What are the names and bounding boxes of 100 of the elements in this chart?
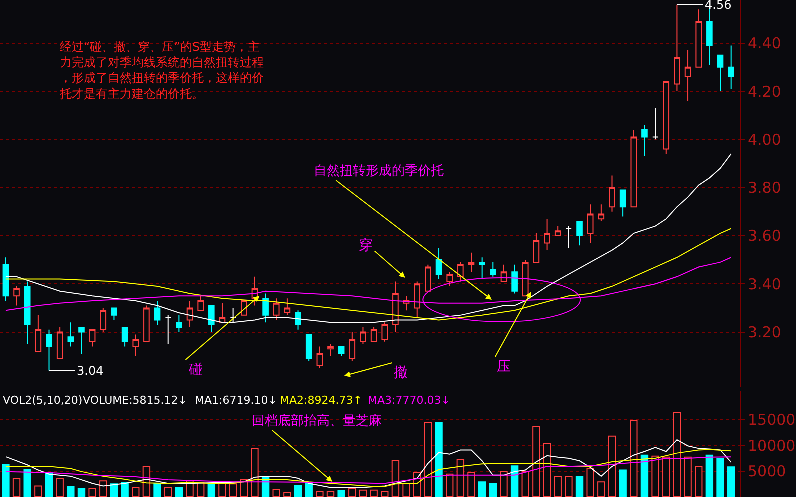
candlestick xyxy=(674,4,680,92)
bar xyxy=(338,490,346,497)
candlestick xyxy=(598,204,605,222)
y-tick-label: 4.00 xyxy=(748,130,782,149)
annotation: 穿 xyxy=(359,238,373,254)
candlestick xyxy=(436,248,442,280)
y-tick-label: 3.60 xyxy=(748,227,782,246)
annotation: 碰 xyxy=(188,362,203,378)
annotation: VOL2(5,10,20) xyxy=(3,394,83,407)
candlestick xyxy=(425,264,432,292)
candlestick xyxy=(587,204,594,244)
candlestick xyxy=(458,262,464,282)
candlestick xyxy=(100,308,107,333)
y-tick-label: 3.80 xyxy=(748,179,782,198)
bar xyxy=(154,483,162,497)
candlestick xyxy=(262,293,269,324)
candlestick xyxy=(14,286,20,306)
candlestick xyxy=(392,281,399,333)
candlestick xyxy=(360,326,366,345)
bar xyxy=(24,469,32,497)
bar xyxy=(435,422,443,497)
candlestick xyxy=(122,326,128,348)
candlestick xyxy=(566,226,572,249)
candlestick xyxy=(630,130,638,208)
candlestick xyxy=(490,262,496,278)
candlestick xyxy=(154,300,161,326)
candlestick xyxy=(717,54,724,92)
candlestick xyxy=(165,314,172,345)
candlestick xyxy=(46,329,52,372)
y-tick-label: 4.20 xyxy=(748,82,782,101)
candlestick xyxy=(56,326,64,360)
line-series xyxy=(5,456,732,484)
candlestick xyxy=(663,81,670,155)
candlestick xyxy=(544,218,550,251)
candlestick xyxy=(89,329,96,348)
bar xyxy=(175,487,184,497)
candlestick xyxy=(446,272,453,288)
candlestick xyxy=(349,332,356,362)
candlestick xyxy=(219,302,226,324)
annotation: 撤 xyxy=(394,365,408,381)
candlestick xyxy=(620,190,626,218)
line-series xyxy=(5,449,732,488)
y-tick-label: 4.40 xyxy=(748,34,782,53)
bar xyxy=(619,470,627,497)
bar xyxy=(294,485,302,497)
bar xyxy=(78,488,86,497)
candlestick xyxy=(186,300,194,328)
y-tick-label: 3.40 xyxy=(748,275,782,294)
candlestick xyxy=(35,314,42,352)
candlestick xyxy=(370,326,378,342)
candlestick xyxy=(533,233,540,263)
candlestick xyxy=(295,310,302,330)
y-tick-label: 3.20 xyxy=(748,324,782,342)
candlestick xyxy=(111,308,118,321)
candlestick xyxy=(609,175,616,212)
bar xyxy=(727,466,736,497)
bar xyxy=(706,454,714,497)
candlestick xyxy=(2,257,10,302)
candlestick xyxy=(414,281,421,318)
annotation: MA1:6719.10↓ xyxy=(195,394,278,407)
annotation: 自然扭转形成的季价托 xyxy=(314,164,444,179)
bar xyxy=(2,464,10,497)
annotation: 经过“碰、撤、穿、压”的S型走势，主力完成了对季均线系统的自然扭转过程，形成了自然扭转的季价托，这样的价托才是有主力建仓的价托。 xyxy=(59,40,264,101)
bar xyxy=(110,484,118,497)
candlestick xyxy=(479,257,486,280)
candlestick xyxy=(306,334,312,362)
bar xyxy=(121,482,129,497)
annotation: 4.56 xyxy=(705,0,732,12)
candlestick xyxy=(273,298,280,321)
bar xyxy=(640,454,649,497)
bar xyxy=(67,486,75,497)
candlestick xyxy=(24,281,31,345)
candlestick xyxy=(652,108,659,140)
bar xyxy=(716,458,724,497)
candlestick xyxy=(240,300,248,316)
candlestick xyxy=(144,305,150,342)
candlestick xyxy=(176,314,182,333)
bar xyxy=(576,476,584,497)
y-tick-label: 10000 xyxy=(748,436,796,455)
bar xyxy=(510,466,519,497)
candlestick xyxy=(78,326,85,354)
bar xyxy=(208,484,216,497)
candlestick xyxy=(132,334,140,357)
line-series xyxy=(5,154,732,324)
candlestick xyxy=(382,322,388,342)
candlestick xyxy=(576,221,583,246)
bar xyxy=(45,472,54,497)
candlestick xyxy=(328,344,334,357)
candlestick xyxy=(208,305,215,333)
candlestick xyxy=(68,322,74,348)
candlestick xyxy=(198,296,204,312)
candlestick xyxy=(554,226,562,236)
candlestick xyxy=(316,346,324,369)
bar xyxy=(489,483,498,497)
annotation: MA2:8924.73↑ xyxy=(280,394,362,407)
candlestick xyxy=(512,264,518,294)
annotation: MA3:7770.03↓ xyxy=(368,394,450,407)
bar xyxy=(305,482,313,497)
annotation: 3.04 xyxy=(77,364,104,378)
annotation: VOLUME:5815.12↓ xyxy=(83,394,188,407)
